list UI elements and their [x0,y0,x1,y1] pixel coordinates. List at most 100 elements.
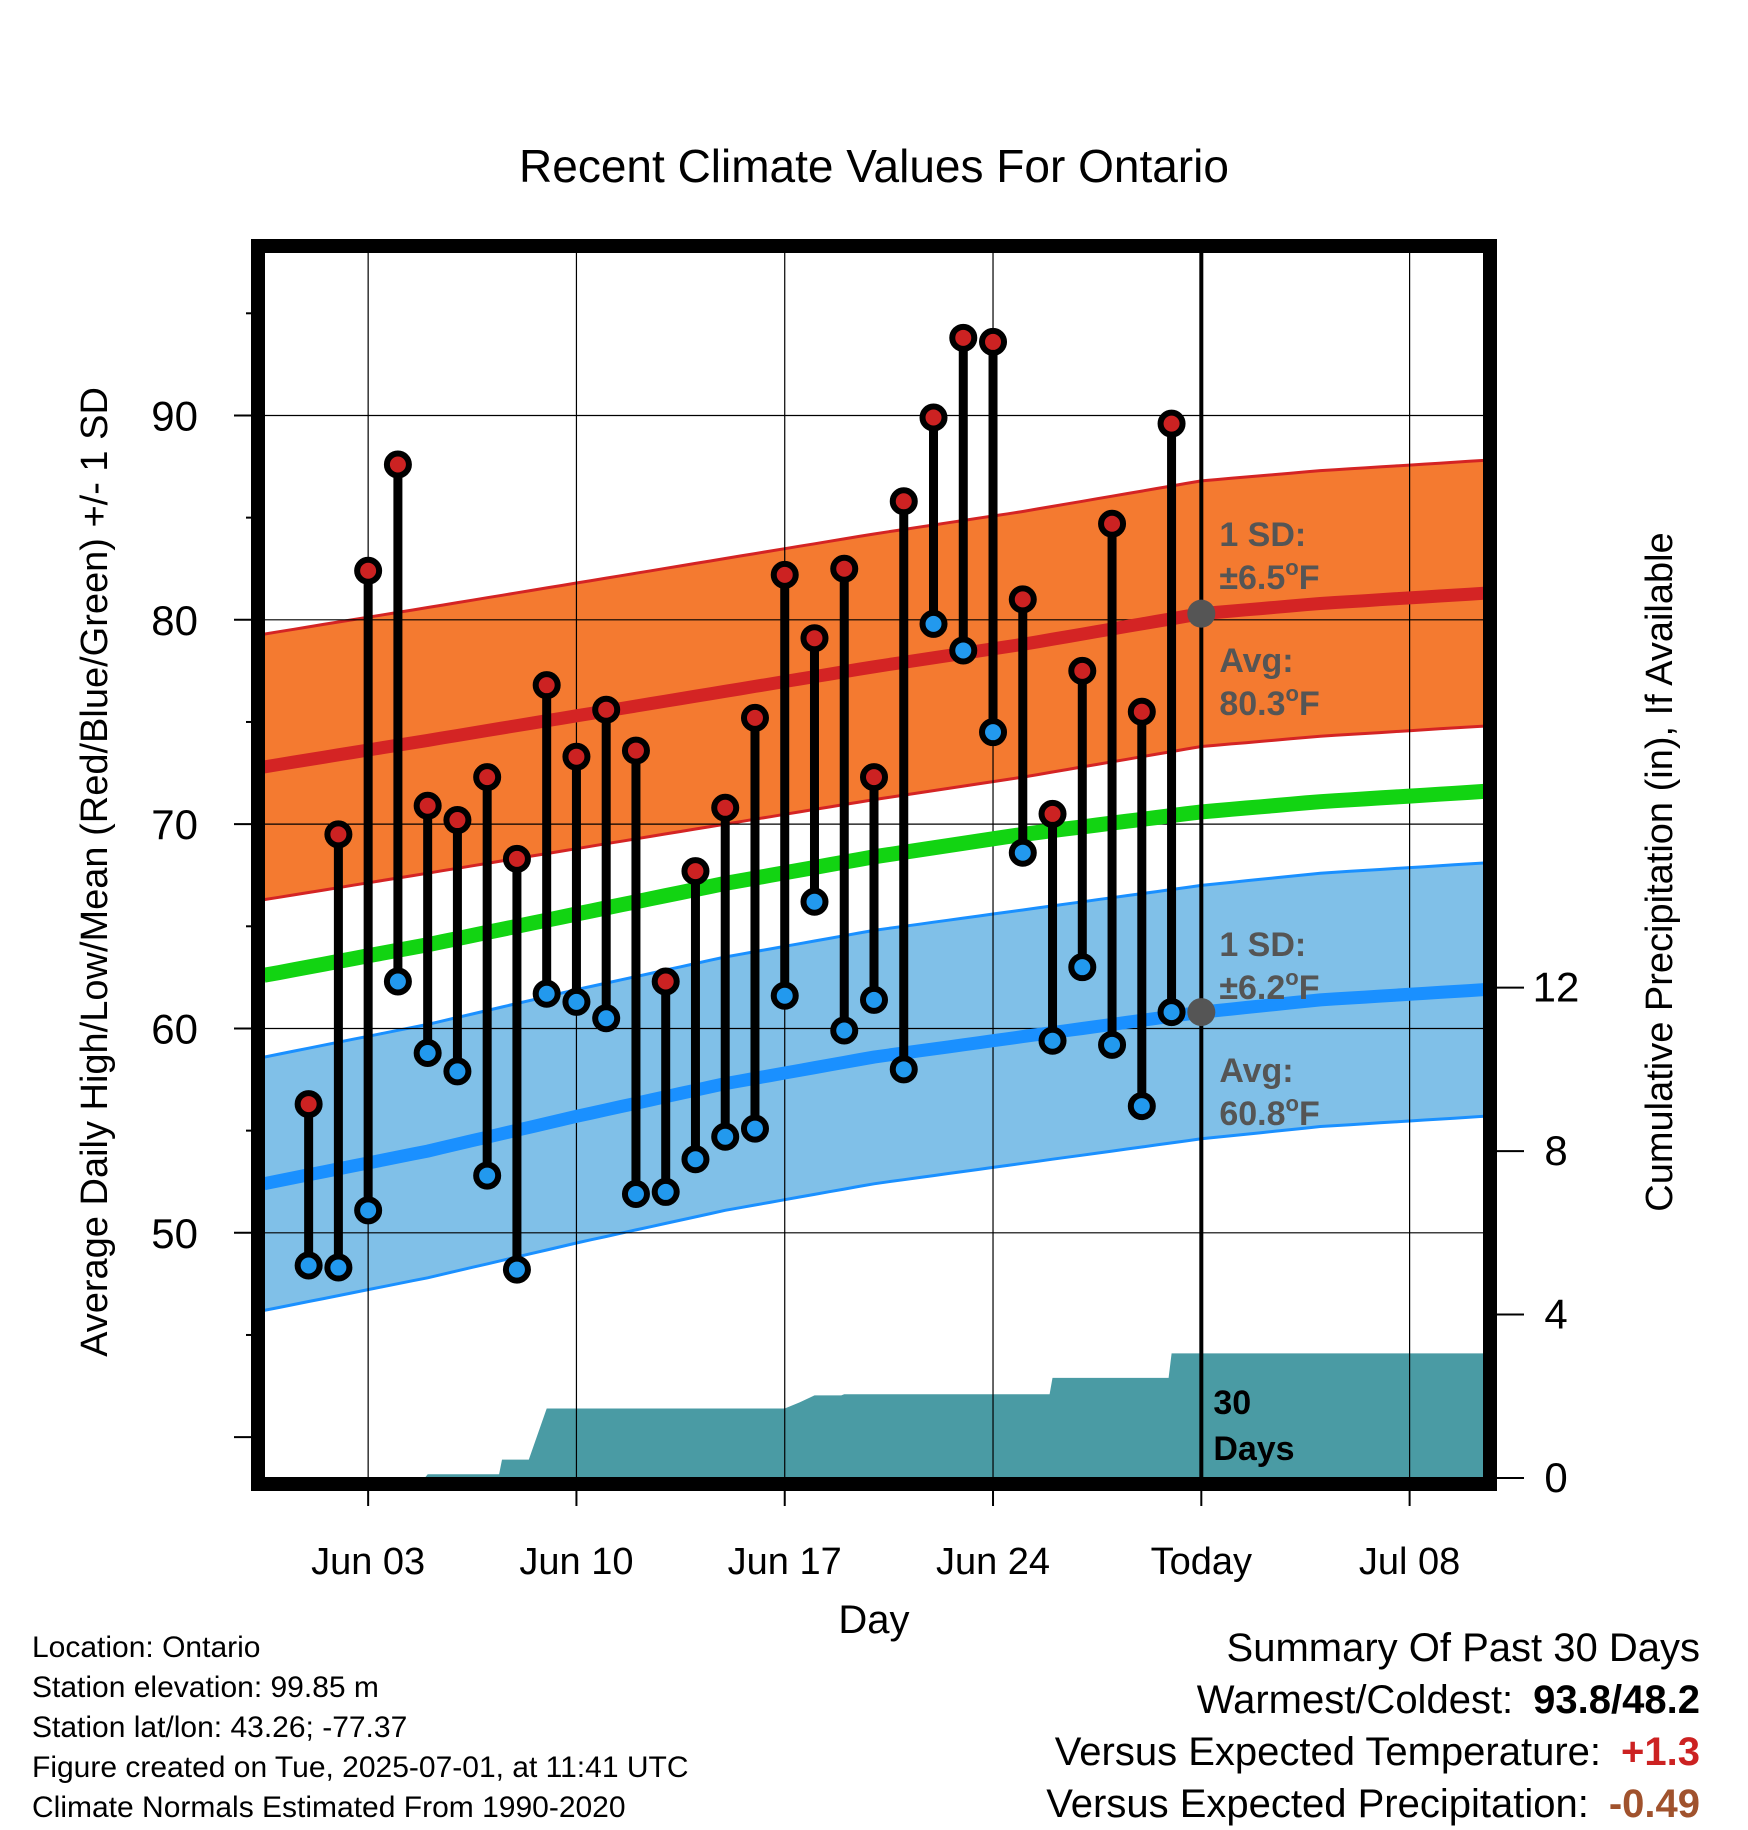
x-tick-label: Today [1151,1541,1252,1583]
daily-low-point [502,1255,531,1284]
daily-low-point [1098,1030,1127,1059]
temp-value: +1.3 [1621,1730,1700,1774]
unit-symbol: F [1299,559,1320,597]
high-sd-value: ±6.5oF [1219,555,1319,597]
daily-high-point [1038,799,1067,828]
daily-high-point [324,820,353,849]
x-tick-label: Jun 03 [311,1541,425,1583]
degree-symbol: o [1285,965,1298,990]
daily-low-point [1127,1092,1156,1121]
days-word-label: Days [1213,1430,1294,1468]
y-tick-label: 80 [151,597,198,644]
daily-low-point [621,1179,650,1208]
daily-high-point [621,736,650,765]
high-avg-value: 80.3oF [1219,681,1319,723]
daily-low-point [770,981,799,1010]
x-axis-label: Day [838,1598,909,1642]
today-low-avg-marker [1187,998,1216,1027]
unit-symbol: F [1299,1095,1320,1133]
temp-label: Versus Expected Temperature: [1054,1730,1602,1774]
degree-symbol: o [1286,681,1299,706]
daily-high-point [949,323,978,352]
daily-high-point [473,763,502,792]
daily-low-point [1068,953,1097,982]
daily-low-point [1157,998,1186,1027]
today-high-avg-marker [1187,599,1216,628]
summary-panel: Summary Of Past 30 Days Warmest/Coldest:… [1046,1622,1700,1830]
x-tick-label: Jun 10 [519,1541,633,1583]
low-sd-label: 1 SD: [1219,926,1306,964]
daily-high-point [889,487,918,516]
high-sd-value-value: ±6.5 [1219,559,1285,597]
y-tick-label: 50 [151,1210,198,1257]
daily-high-point [919,403,948,432]
unit-symbol: F [1299,969,1320,1007]
daily-high-point [354,556,383,585]
daily-low-point [651,1177,680,1206]
daily-high-point [740,703,769,732]
daily-high-point [383,450,412,479]
location-text: Location: Ontario [32,1631,261,1664]
daily-low-point [562,987,591,1016]
y2-tick-label: 4 [1544,1291,1567,1338]
low-sd-value-value: ±6.2 [1219,969,1285,1007]
precip-area [264,1353,1484,1478]
daily-high-point [1098,509,1127,538]
y-tick-label: 90 [151,392,198,439]
daily-high-point [651,967,680,996]
daily-low-point [1038,1026,1067,1055]
low-band-lower-edge [264,1114,1484,1312]
daily-low-point [443,1057,472,1086]
daily-high-point [1127,697,1156,726]
chart-title: Recent Climate Values For Ontario [519,140,1229,192]
daily-low-point [592,1004,621,1033]
high-avg-value-value: 80.3 [1219,685,1285,723]
low-avg-value-value: 60.8 [1219,1095,1285,1133]
daily-low-point [532,979,561,1008]
daily-high-point [681,857,710,886]
daily-high-point [1068,656,1097,685]
plot-frame [251,239,1497,1491]
normals-text: Climate Normals Estimated From 1990-2020 [32,1791,626,1824]
precip-row: Versus Expected Precipitation: -0.49 [1046,1778,1700,1830]
y-axis-label: Average Daily High/Low/Mean (Red/Blue/Gr… [74,387,116,1357]
daily-low-point [413,1038,442,1067]
warmest-coldest-label: Warmest/Coldest: [1196,1678,1514,1722]
y2-tick-label: 12 [1533,964,1580,1011]
daily-low-point [681,1145,710,1174]
y-tick-label: 60 [151,1005,198,1052]
daily-low-point [830,1016,859,1045]
daily-low-point [889,1055,918,1084]
daily-high-point [830,554,859,583]
daily-low-point [979,718,1008,747]
station-info: Location: Ontario Station elevation: 99.… [32,1628,689,1828]
daily-low-point [860,985,888,1014]
daily-low-point [949,636,978,665]
daily-high-point [562,742,591,771]
degree-symbol: o [1285,555,1298,580]
daily-high-point [800,624,829,653]
days-count-label: 30 [1213,1384,1251,1422]
y2-axis-label: Cumulative Precipitation (in), If Availa… [1639,532,1681,1211]
daily-low-point [383,967,412,996]
normal-low-line [264,983,1484,1191]
high-sd-label: 1 SD: [1219,516,1306,554]
daily-low-point [711,1122,740,1151]
warmest-coldest-row: Warmest/Coldest: 93.8/48.2 [1046,1674,1700,1726]
high-sd-band [264,460,1484,900]
daily-high-point [532,671,561,700]
y2-tick-label: 0 [1544,1454,1567,1501]
precip-label: Versus Expected Precipitation: [1046,1782,1589,1826]
daily-low-point [294,1251,323,1280]
daily-high-point [502,844,531,873]
temp-row: Versus Expected Temperature: +1.3 [1046,1726,1700,1778]
high-band-upper-edge [264,458,1484,636]
daily-low-point [919,609,948,638]
created-text: Figure created on Tue, 2025-07-01, at 11… [32,1751,689,1784]
warmest-coldest-value: 93.8/48.2 [1533,1678,1700,1722]
low-sd-band [264,863,1484,1311]
high-avg-label: Avg: [1219,642,1293,680]
